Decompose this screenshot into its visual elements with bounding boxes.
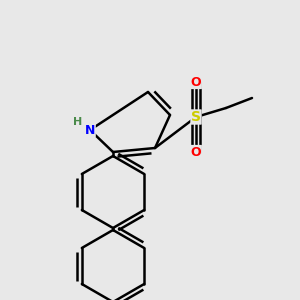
Text: O: O bbox=[191, 146, 201, 158]
Text: H: H bbox=[74, 117, 82, 127]
Text: S: S bbox=[191, 110, 201, 124]
Text: N: N bbox=[85, 124, 95, 136]
Text: O: O bbox=[191, 76, 201, 88]
